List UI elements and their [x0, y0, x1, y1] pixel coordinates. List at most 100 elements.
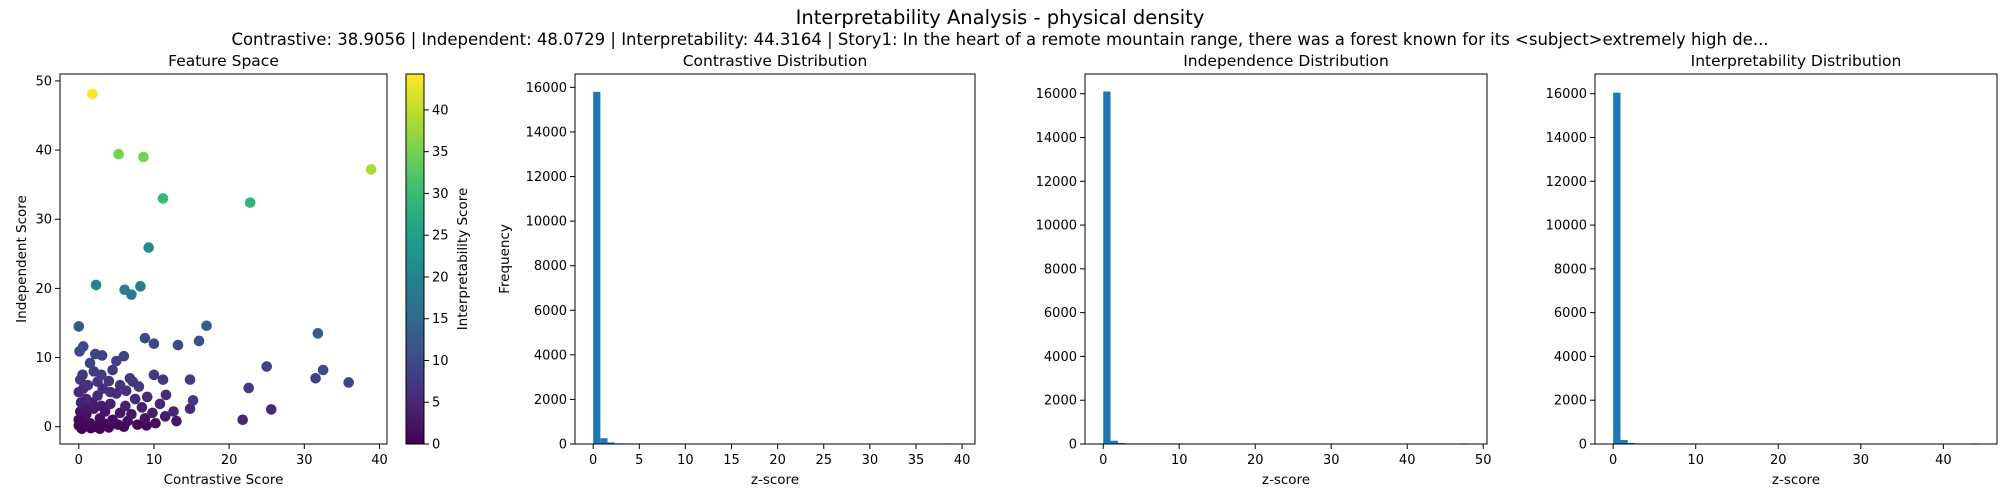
histogram-bar [1103, 91, 1111, 444]
y-tick-label: 16000 [1546, 87, 1587, 102]
scatter-point [81, 393, 92, 405]
plot-frame [574, 73, 976, 445]
scatter-point [136, 402, 148, 413]
y-tick-label: 2000 [534, 393, 567, 408]
scatter-point [105, 398, 116, 410]
x-tick-label: 30 [862, 453, 879, 468]
y-tick-label: 0 [559, 438, 567, 453]
x-tick-label: 5 [635, 453, 643, 468]
scatter-point [172, 339, 184, 351]
scatter-point [129, 393, 141, 405]
x-tick-label: 10 [1171, 453, 1188, 468]
y-tick-label: 14000 [1036, 131, 1077, 146]
x-tick-label: 10 [1687, 453, 1704, 468]
x-tick-label: 25 [815, 453, 832, 468]
x-tick-label: 20 [221, 453, 238, 468]
y-tick-label: 12000 [526, 170, 567, 185]
y-tick-label: 4000 [1554, 350, 1587, 365]
chart-title: Independence Distribution [1183, 52, 1389, 70]
y-tick-label: 4000 [1044, 350, 1077, 365]
plot-frame [1594, 73, 1998, 445]
scatter-point [265, 404, 277, 415]
scatter-point [193, 335, 205, 347]
y-tick-label: 20 [35, 282, 52, 297]
histogram-bar [600, 438, 608, 444]
chart-title: Interpretability Distribution [1691, 52, 1902, 70]
histogram-bar [1613, 92, 1621, 444]
x-tick-label: 30 [1323, 453, 1340, 468]
y-tick-label: 8000 [1044, 262, 1077, 277]
figure-title: Interpretability Analysis - physical den… [795, 6, 1205, 29]
colorbar-tick-label: 40 [432, 103, 449, 118]
colorbar-tick-label: 20 [432, 270, 449, 285]
scatter-point [103, 375, 115, 387]
y-tick-label: 8000 [1554, 262, 1587, 277]
scatter-point [159, 411, 171, 422]
colorbar-label: Interpretability Score [455, 188, 471, 331]
scatter-point [154, 398, 166, 410]
colorbar-tick-label: 15 [432, 312, 449, 327]
y-tick-label: 6000 [1044, 306, 1077, 321]
scatter-point [147, 407, 158, 419]
y-tick-label: 8000 [534, 259, 567, 274]
y-tick-label: 16000 [526, 81, 567, 96]
scatter-point [73, 321, 85, 332]
x-axis-label: z-score [1262, 472, 1310, 488]
scatter-point [118, 350, 130, 362]
scatter-point [138, 151, 149, 163]
scatter-point [201, 320, 212, 332]
scatter-point [243, 382, 254, 394]
scatter-point [120, 400, 131, 412]
x-tick-label: 40 [1399, 453, 1416, 468]
colorbar-tick-label: 10 [432, 354, 449, 369]
scatter-point [135, 281, 146, 292]
scatter-point [113, 148, 124, 160]
x-tick-label: 30 [296, 453, 313, 468]
scatter-point [160, 389, 172, 401]
scatter-point [133, 381, 145, 392]
x-tick-label: 35 [908, 453, 925, 468]
y-tick-label: 0 [44, 420, 52, 435]
scatter-point [111, 355, 122, 367]
scatter-point [126, 408, 137, 420]
x-axis-label: z-score [1772, 472, 1820, 488]
colorbar-tick-label: 5 [432, 396, 440, 411]
y-tick-label: 10 [35, 351, 52, 366]
x-tick-label: 40 [1935, 453, 1952, 468]
scatter-point [119, 284, 130, 296]
colorbar-tick-label: 35 [432, 145, 449, 160]
x-axis-label: Contrastive Score [164, 472, 284, 488]
scatter-point [365, 164, 377, 175]
scatter-point [168, 406, 179, 417]
x-tick-label: 0 [1099, 453, 1107, 468]
scatter-point [139, 413, 151, 424]
y-axis-label: Independent Score [14, 195, 30, 323]
plot-frame [59, 73, 388, 445]
colorbar-tick-label: 25 [432, 229, 449, 244]
histogram-bar [1620, 440, 1628, 444]
y-tick-label: 50 [35, 74, 52, 89]
y-tick-label: 6000 [1554, 306, 1587, 321]
scatter-point [96, 400, 107, 412]
scatter-point [184, 403, 196, 415]
scatter-point [139, 332, 151, 344]
histogram-bar [1110, 440, 1118, 444]
scatter-point [261, 361, 273, 372]
y-tick-label: 10000 [526, 215, 567, 230]
plot-frame [1084, 73, 1488, 445]
y-tick-label: 14000 [526, 125, 567, 140]
figure-subtitle: Contrastive: 38.9056 | Independent: 48.0… [231, 30, 1769, 49]
x-tick-label: 15 [723, 453, 740, 468]
colorbar [405, 73, 425, 445]
y-tick-label: 12000 [1036, 175, 1077, 190]
chart-title: Contrastive Distribution [683, 52, 868, 70]
x-tick-label: 10 [677, 453, 694, 468]
x-tick-label: 10 [146, 453, 163, 468]
y-tick-label: 10000 [1036, 219, 1077, 234]
y-axis-label: Frequency [497, 224, 513, 294]
x-tick-label: 40 [954, 453, 971, 468]
colorbar-tick-label: 30 [432, 187, 449, 202]
scatter-point [187, 395, 199, 406]
